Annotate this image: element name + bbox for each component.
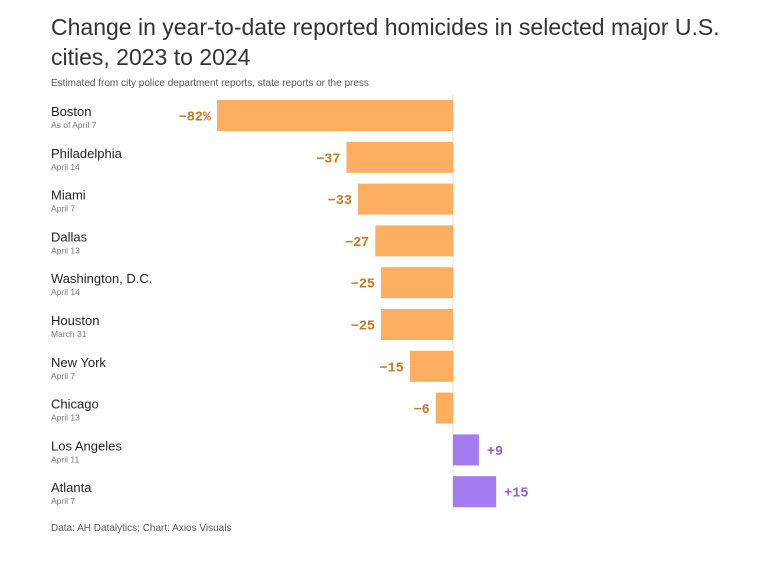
bar [409, 350, 453, 382]
value-label: −37 [316, 152, 340, 167]
city-label: New York [51, 355, 106, 370]
date-label: April 13 [51, 413, 80, 423]
date-label: April 11 [51, 454, 79, 464]
value-label: −82% [179, 111, 212, 126]
bar [453, 476, 497, 508]
date-label: April 14 [51, 162, 80, 172]
value-label: −27 [345, 236, 369, 251]
bar [346, 141, 453, 173]
date-label: April 14 [51, 287, 80, 297]
date-label: April 7 [51, 371, 75, 381]
city-label: Miami [51, 188, 86, 203]
chart-subtitle: Estimated from city police department re… [51, 78, 369, 89]
bar [435, 392, 453, 424]
city-label: Boston [51, 104, 91, 119]
bar [375, 225, 453, 257]
date-label: April 7 [51, 496, 75, 506]
city-label: Chicago [51, 397, 99, 412]
city-label: Dallas [51, 229, 88, 244]
value-label: −33 [328, 194, 352, 209]
city-label: Washington, D.C. [51, 271, 152, 286]
bar [358, 183, 453, 215]
bar-row: Washington, D.C.April 14 −25 [51, 267, 453, 299]
value-label: −25 [351, 278, 375, 293]
city-label: Los Angeles [51, 438, 122, 453]
value-label: +15 [504, 487, 528, 502]
bar [217, 100, 453, 131]
chart-source: Data: AH Datalytics; Chart: Axios Visual… [51, 523, 232, 534]
city-label: Philadelphia [51, 146, 123, 161]
city-label: Houston [51, 313, 99, 328]
city-label: Atlanta [51, 480, 92, 495]
bar [453, 434, 479, 466]
value-label: −25 [351, 320, 375, 335]
date-label: March 31 [51, 329, 87, 339]
bar [381, 309, 453, 340]
date-label: April 7 [51, 204, 75, 214]
value-label: +9 [487, 445, 503, 460]
bar [381, 267, 453, 299]
chart-title: Change in year-to-date reported homicide… [51, 14, 720, 70]
value-label: −15 [380, 361, 404, 376]
date-label: April 13 [51, 245, 80, 255]
date-label: As of April 7 [51, 120, 97, 130]
value-label: −6 [414, 403, 430, 418]
